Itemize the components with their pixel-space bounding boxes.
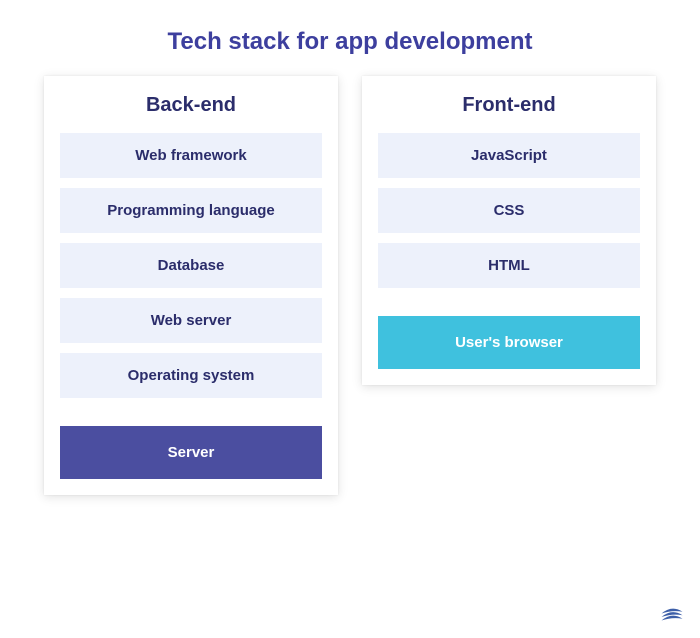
brand-logo-icon: [658, 596, 686, 624]
backend-title: Back-end: [60, 94, 322, 117]
frontend-item: JavaScript: [378, 133, 640, 178]
backend-item: Web framework: [60, 133, 322, 178]
frontend-item: CSS: [378, 188, 640, 233]
columns-container: Back-end Web framework Programming languag…: [0, 64, 700, 495]
backend-item: Database: [60, 243, 322, 288]
frontend-card: Front-end JavaScript CSS HTML User's browser: [362, 76, 656, 385]
backend-card: Back-end Web framework Programming languag…: [44, 76, 338, 495]
backend-item: Programming language: [60, 188, 322, 233]
backend-item: Operating system: [60, 353, 322, 398]
frontend-item: HTML: [378, 243, 640, 288]
frontend-footer: User's browser: [378, 316, 640, 369]
page-title: Tech stack for app development: [0, 0, 700, 64]
frontend-title: Front-end: [378, 94, 640, 117]
backend-footer: Server: [60, 426, 322, 479]
backend-item: Web server: [60, 298, 322, 343]
